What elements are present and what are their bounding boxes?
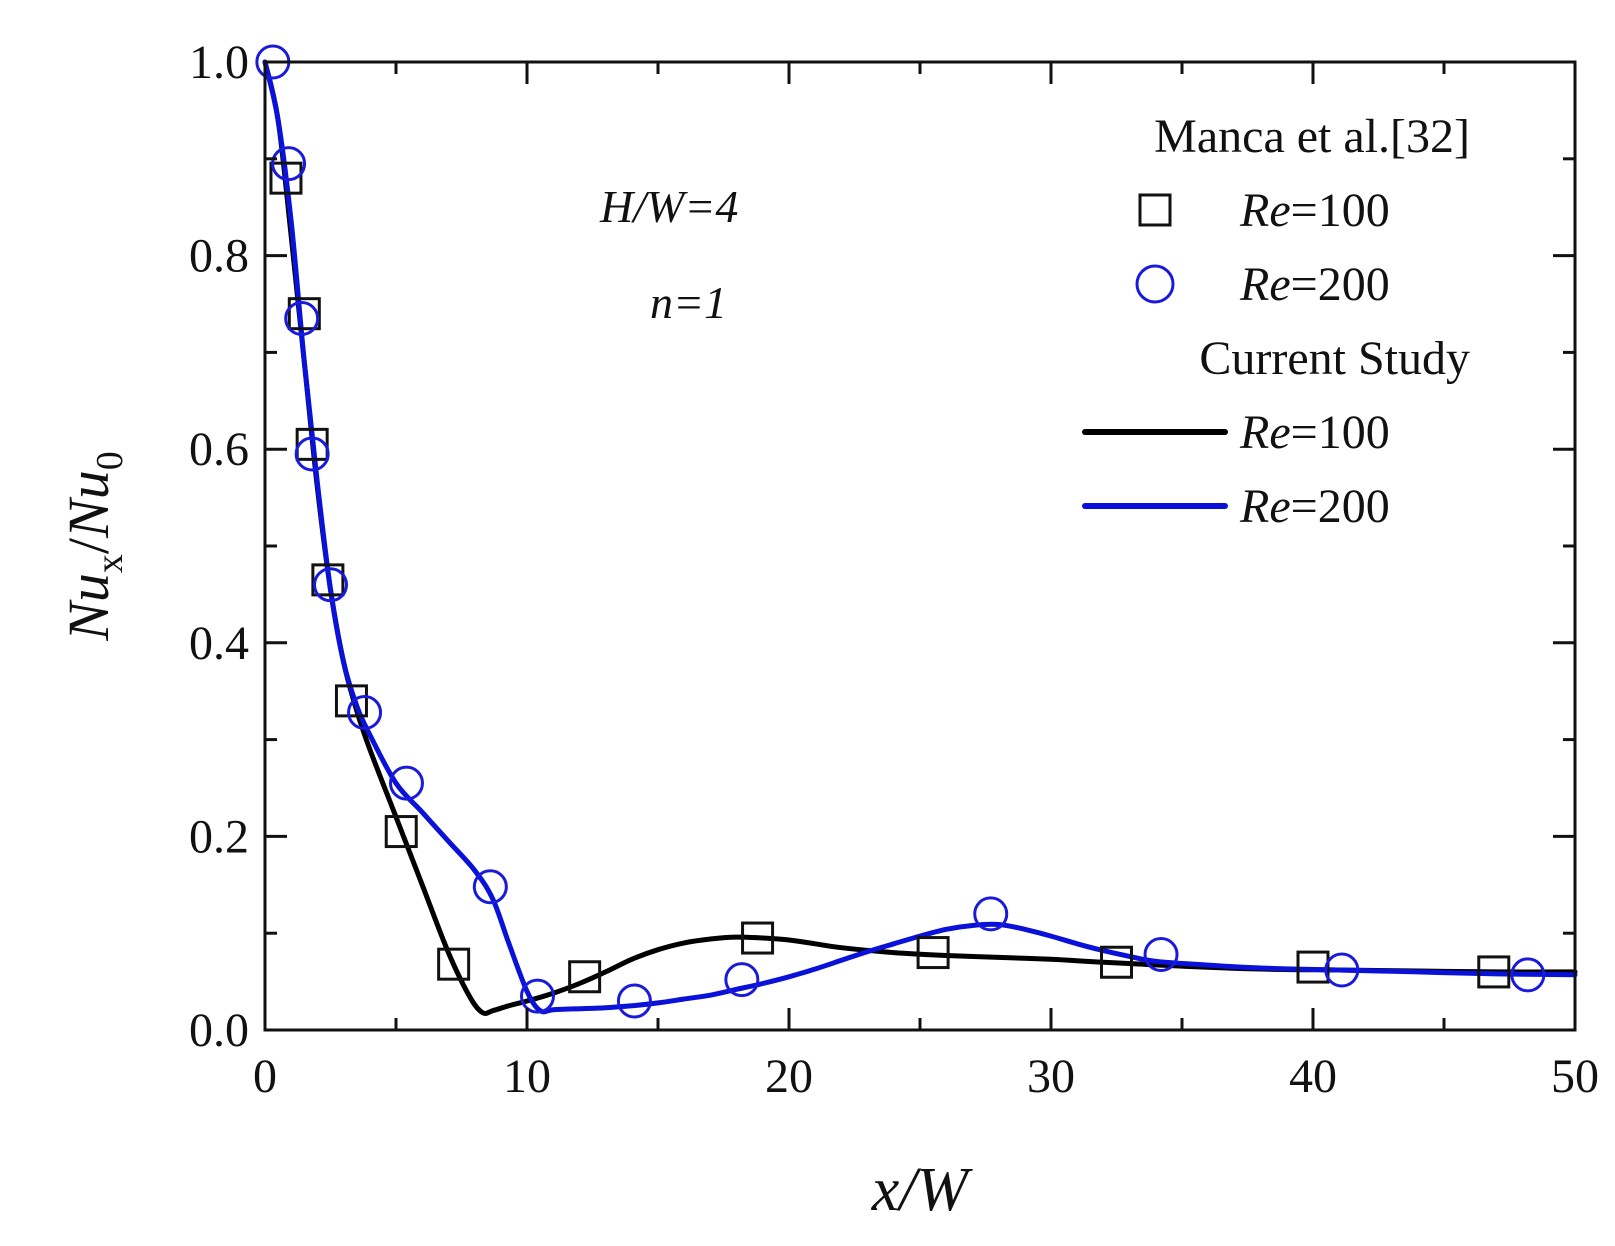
legend-entry-label: Re=200 [1239,480,1390,533]
y-label-part: / [56,537,121,554]
x-tick-label: 40 [1289,1050,1337,1103]
legend-group-title: Manca et al.[32] [1154,110,1470,163]
data-point-circle [271,146,307,182]
data-point-square [1100,945,1133,979]
legend-group-title: Current Study [1199,332,1470,385]
data-point-square [1296,950,1330,984]
y-tick-label: 1.0 [189,36,249,89]
data-point-circle [616,983,652,1019]
data-point-square [568,960,602,994]
data-point-square [287,297,321,331]
data-point-square [269,161,303,195]
y-tick-label: 0.0 [189,1004,249,1057]
x-axis-label: x/W [871,1156,974,1224]
data-point-circle [294,436,330,472]
legend-entry-label: Re=200 [1239,258,1390,311]
data-point-circle [519,978,555,1014]
annotation-hw: H/W=4 [599,181,738,232]
data-point-circle [1324,952,1360,988]
x-tick-label: 10 [503,1050,551,1103]
y-label-part: Nu [56,573,121,642]
x-tick-label: 20 [765,1050,813,1103]
x-tick-label: 30 [1027,1050,1075,1103]
data-point-square [437,947,471,981]
y-label-part: Nu [56,470,121,539]
y-tick-label: 0.4 [189,617,249,670]
data-point-square [741,921,775,955]
data-point-circle [347,694,383,730]
y-axis-label: Nux/Nu0 [56,451,131,642]
data-point-circle [472,869,508,905]
legend-circle-icon [1135,264,1175,304]
data-point-circle [313,567,348,603]
y-tick-label: 0.8 [189,230,249,283]
data-point-circle [1143,936,1179,972]
y-tick-label: 0.2 [189,810,249,863]
legend-entry-label: Re=100 [1239,406,1390,459]
data-point-circle [724,962,760,998]
legend-square-icon [1138,193,1172,227]
legend: Manca et al.[32] Re=100 Re=200 Current Stud… [1082,110,1470,533]
x-tick-label: 0 [253,1050,277,1103]
svg-text:Nux/Nu0: Nux/Nu0 [56,451,131,642]
data-point-circle [388,765,424,801]
data-point-circle [973,896,1009,932]
x-tick-label: 50 [1551,1050,1599,1103]
data-point-square [384,815,418,849]
y-label-subscript: 0 [89,451,131,470]
y-label-subscript: x [89,554,131,573]
legend-entry-label: Re=100 [1239,184,1390,237]
data-point-square [1477,955,1511,989]
data-point-square [334,684,368,718]
data-point-circle [284,301,320,337]
data-point-square [916,936,950,970]
annotation-n: n=1 [650,277,727,328]
data-point-square [311,563,345,597]
data-point-square [295,427,329,461]
y-tick-label: 0.6 [189,423,249,476]
data-point-circle [1510,957,1546,993]
